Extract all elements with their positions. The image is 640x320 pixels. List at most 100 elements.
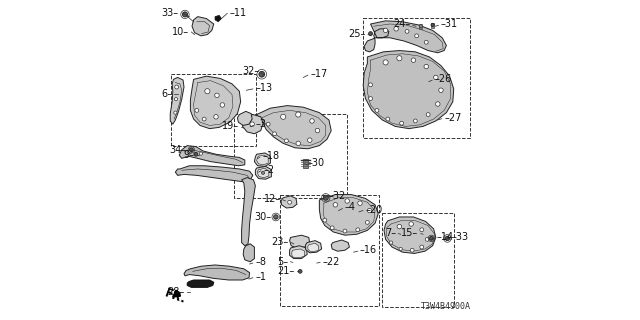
Polygon shape — [306, 241, 322, 253]
Circle shape — [315, 128, 320, 133]
Text: –16: –16 — [360, 245, 377, 255]
Circle shape — [419, 25, 422, 28]
Polygon shape — [364, 51, 454, 129]
Text: –4: –4 — [345, 202, 356, 212]
Circle shape — [405, 29, 409, 33]
Circle shape — [367, 208, 372, 213]
Polygon shape — [192, 17, 214, 36]
Polygon shape — [319, 195, 378, 235]
Polygon shape — [255, 166, 271, 179]
Polygon shape — [191, 76, 241, 129]
Circle shape — [412, 58, 416, 62]
Polygon shape — [290, 235, 310, 248]
Circle shape — [409, 222, 413, 226]
Text: 24–: 24– — [393, 19, 410, 29]
Circle shape — [200, 152, 202, 155]
Circle shape — [220, 103, 225, 107]
Circle shape — [296, 112, 301, 117]
Circle shape — [369, 32, 372, 36]
Circle shape — [429, 236, 433, 240]
Circle shape — [397, 56, 402, 61]
Circle shape — [433, 75, 438, 80]
Circle shape — [358, 201, 362, 205]
Text: 5–: 5– — [277, 257, 288, 267]
Circle shape — [175, 85, 179, 89]
Circle shape — [250, 122, 255, 126]
Circle shape — [323, 195, 328, 200]
Polygon shape — [215, 15, 221, 22]
Circle shape — [214, 115, 218, 119]
Text: –32: –32 — [329, 191, 346, 201]
Polygon shape — [237, 111, 252, 125]
Text: –27: –27 — [444, 113, 461, 123]
Text: –18: –18 — [262, 151, 280, 161]
Bar — [234, 114, 348, 198]
Text: 12–: 12– — [264, 194, 281, 204]
Circle shape — [307, 138, 312, 142]
Polygon shape — [187, 280, 214, 287]
Text: 30–: 30– — [254, 212, 271, 222]
Text: FR.: FR. — [163, 286, 188, 306]
Circle shape — [399, 121, 404, 125]
Polygon shape — [308, 243, 319, 252]
Text: T3W4B4900A: T3W4B4900A — [421, 302, 471, 311]
Circle shape — [375, 108, 379, 112]
Circle shape — [369, 83, 372, 87]
Circle shape — [288, 200, 292, 204]
Polygon shape — [175, 166, 253, 182]
Circle shape — [189, 148, 193, 152]
Polygon shape — [184, 265, 250, 280]
Polygon shape — [364, 21, 447, 53]
Polygon shape — [292, 249, 305, 258]
Text: –2: –2 — [263, 164, 274, 175]
Text: –30: –30 — [307, 157, 324, 168]
Circle shape — [194, 152, 198, 156]
Text: –11: –11 — [230, 8, 247, 19]
Text: –20: –20 — [365, 204, 383, 215]
Text: –22: –22 — [323, 257, 340, 267]
Circle shape — [330, 226, 334, 230]
Text: –31: –31 — [441, 19, 458, 29]
Polygon shape — [290, 246, 307, 259]
Circle shape — [365, 220, 369, 224]
Text: 10–: 10– — [172, 27, 189, 37]
Text: –8: –8 — [255, 257, 266, 268]
Text: 34–: 34– — [169, 145, 186, 156]
Text: 9–: 9– — [184, 150, 195, 160]
Text: 7–: 7– — [385, 228, 396, 238]
Text: –17: –17 — [310, 68, 328, 79]
Circle shape — [280, 114, 285, 119]
Circle shape — [274, 215, 278, 219]
Polygon shape — [431, 23, 434, 28]
Text: 6–: 6– — [161, 89, 172, 100]
Circle shape — [394, 27, 398, 31]
Circle shape — [426, 113, 430, 116]
Polygon shape — [179, 146, 245, 166]
Bar — [383, 213, 454, 307]
Circle shape — [333, 203, 338, 207]
Circle shape — [410, 248, 414, 252]
Circle shape — [383, 60, 388, 65]
Circle shape — [284, 139, 288, 143]
Circle shape — [273, 132, 276, 136]
Circle shape — [399, 247, 403, 251]
Text: –14: –14 — [437, 232, 454, 243]
Polygon shape — [257, 155, 268, 165]
Polygon shape — [281, 196, 297, 208]
Circle shape — [369, 97, 372, 100]
Polygon shape — [242, 178, 255, 246]
Circle shape — [188, 150, 191, 154]
Bar — [280, 195, 380, 306]
Circle shape — [259, 71, 265, 77]
Circle shape — [174, 111, 177, 114]
Circle shape — [413, 119, 417, 123]
Text: –1: –1 — [255, 272, 266, 282]
Circle shape — [415, 34, 419, 38]
Circle shape — [397, 224, 402, 229]
Circle shape — [296, 141, 301, 146]
Polygon shape — [332, 240, 349, 251]
Text: –33: –33 — [451, 232, 468, 243]
Circle shape — [356, 228, 360, 232]
Bar — [170, 74, 256, 146]
Text: 32–: 32– — [243, 66, 260, 76]
